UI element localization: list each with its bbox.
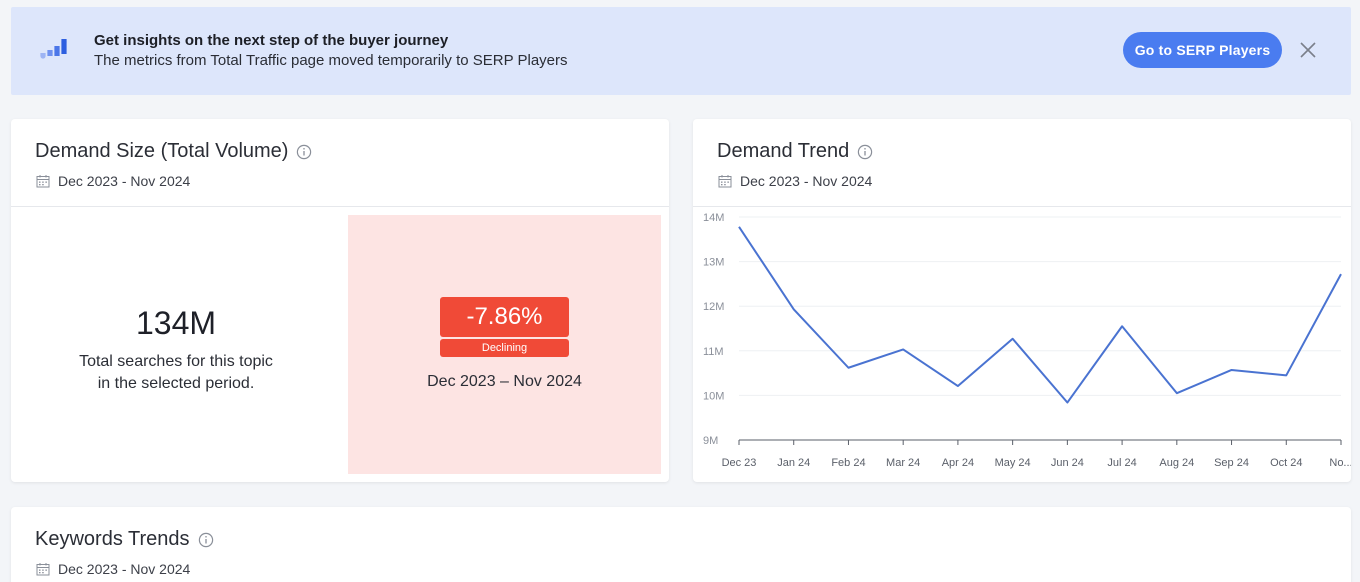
y-tick-label: 13M	[703, 257, 724, 269]
demand-size-date-row: Dec 2023 - Nov 2024	[36, 173, 190, 189]
demand-trend-series-line	[738, 226, 1342, 404]
x-tick-label: No...	[1329, 457, 1351, 469]
description-line-2: in the selected period.	[97, 375, 255, 392]
x-tick-label: May 24	[995, 457, 1031, 469]
x-tick-label: Oct 24	[1270, 457, 1302, 469]
calendar-icon	[36, 563, 50, 576]
total-searches-description: Total searches for this topic in the sel…	[11, 351, 341, 395]
x-tick-label: Mar 24	[886, 457, 920, 469]
card-divider	[693, 206, 1351, 207]
trend-change-panel: -7.86% Declining Dec 2023 – Nov 2024	[348, 215, 661, 474]
change-percentage-badge: -7.86%	[440, 297, 569, 337]
demand-trend-date-range: Dec 2023 - Nov 2024	[740, 173, 873, 189]
demand-size-card: Demand Size (Total Volume) Dec 2023 - No…	[11, 119, 669, 482]
demand-trend-card: Demand Trend Dec 2023 - Nov 2024 9M 10M 11…	[693, 119, 1351, 482]
demand-trend-title-row: Demand Trend	[717, 140, 873, 163]
info-banner: Get insights on the next step of the buy…	[11, 7, 1351, 95]
y-tick-label: 12M	[703, 301, 724, 313]
calendar-icon	[718, 175, 732, 188]
demand-trend-line-chart: 9M 10M 11M 12M 13M 14M Dec 23 Jan 24 Feb 24 Mar 2…	[703, 212, 1351, 469]
x-tick-label: Aug 24	[1159, 457, 1194, 469]
y-tick-label: 14M	[703, 212, 724, 224]
x-tick-label: Feb 24	[831, 457, 865, 469]
x-tick-label: Jun 24	[1051, 457, 1084, 469]
info-icon[interactable]	[857, 144, 873, 160]
demand-size-date-range: Dec 2023 - Nov 2024	[58, 173, 191, 189]
keywords-trends-date-row: Dec 2023 - Nov 2024	[36, 561, 190, 577]
demand-trend-date-row: Dec 2023 - Nov 2024	[718, 173, 872, 189]
total-searches-value: 134M	[135, 305, 217, 341]
x-tick-label: Apr 24	[942, 457, 974, 469]
y-tick-label: 10M	[703, 390, 724, 402]
card-divider	[11, 206, 669, 207]
y-tick-label: 9M	[703, 435, 718, 447]
demand-size-title-row: Demand Size (Total Volume)	[35, 140, 312, 163]
calendar-icon	[36, 175, 50, 188]
go-to-serp-players-button[interactable]: Go to SERP Players	[1123, 32, 1282, 68]
info-icon[interactable]	[296, 144, 312, 160]
declining-status-badge: Declining	[440, 339, 569, 357]
y-tick-label: 11M	[703, 346, 724, 358]
keywords-trends-title: Keywords Trends	[35, 528, 190, 550]
keywords-trends-title-row: Keywords Trends	[35, 528, 214, 551]
description-line-1: Total searches for this topic	[79, 353, 273, 370]
keywords-trends-date-range: Dec 2023 - Nov 2024	[58, 561, 191, 577]
comparison-period: Dec 2023 – Nov 2024	[427, 373, 582, 390]
demand-trend-title: Demand Trend	[717, 140, 850, 162]
bar-chart-icon	[40, 39, 67, 59]
x-tick-label: Jan 24	[777, 457, 810, 469]
x-tick-label: Jul 24	[1107, 457, 1136, 469]
x-tick-label: Dec 23	[722, 457, 757, 469]
keywords-trends-card: Keywords Trends Dec 2023 - Nov 2024	[11, 507, 1351, 582]
demand-size-title: Demand Size (Total Volume)	[35, 140, 289, 162]
close-icon[interactable]	[1298, 40, 1318, 60]
banner-subtitle: The metrics from Total Traffic page move…	[94, 52, 568, 69]
info-icon[interactable]	[198, 532, 214, 548]
banner-title: Get insights on the next step of the buy…	[94, 32, 449, 49]
x-tick-label: Sep 24	[1214, 457, 1249, 469]
